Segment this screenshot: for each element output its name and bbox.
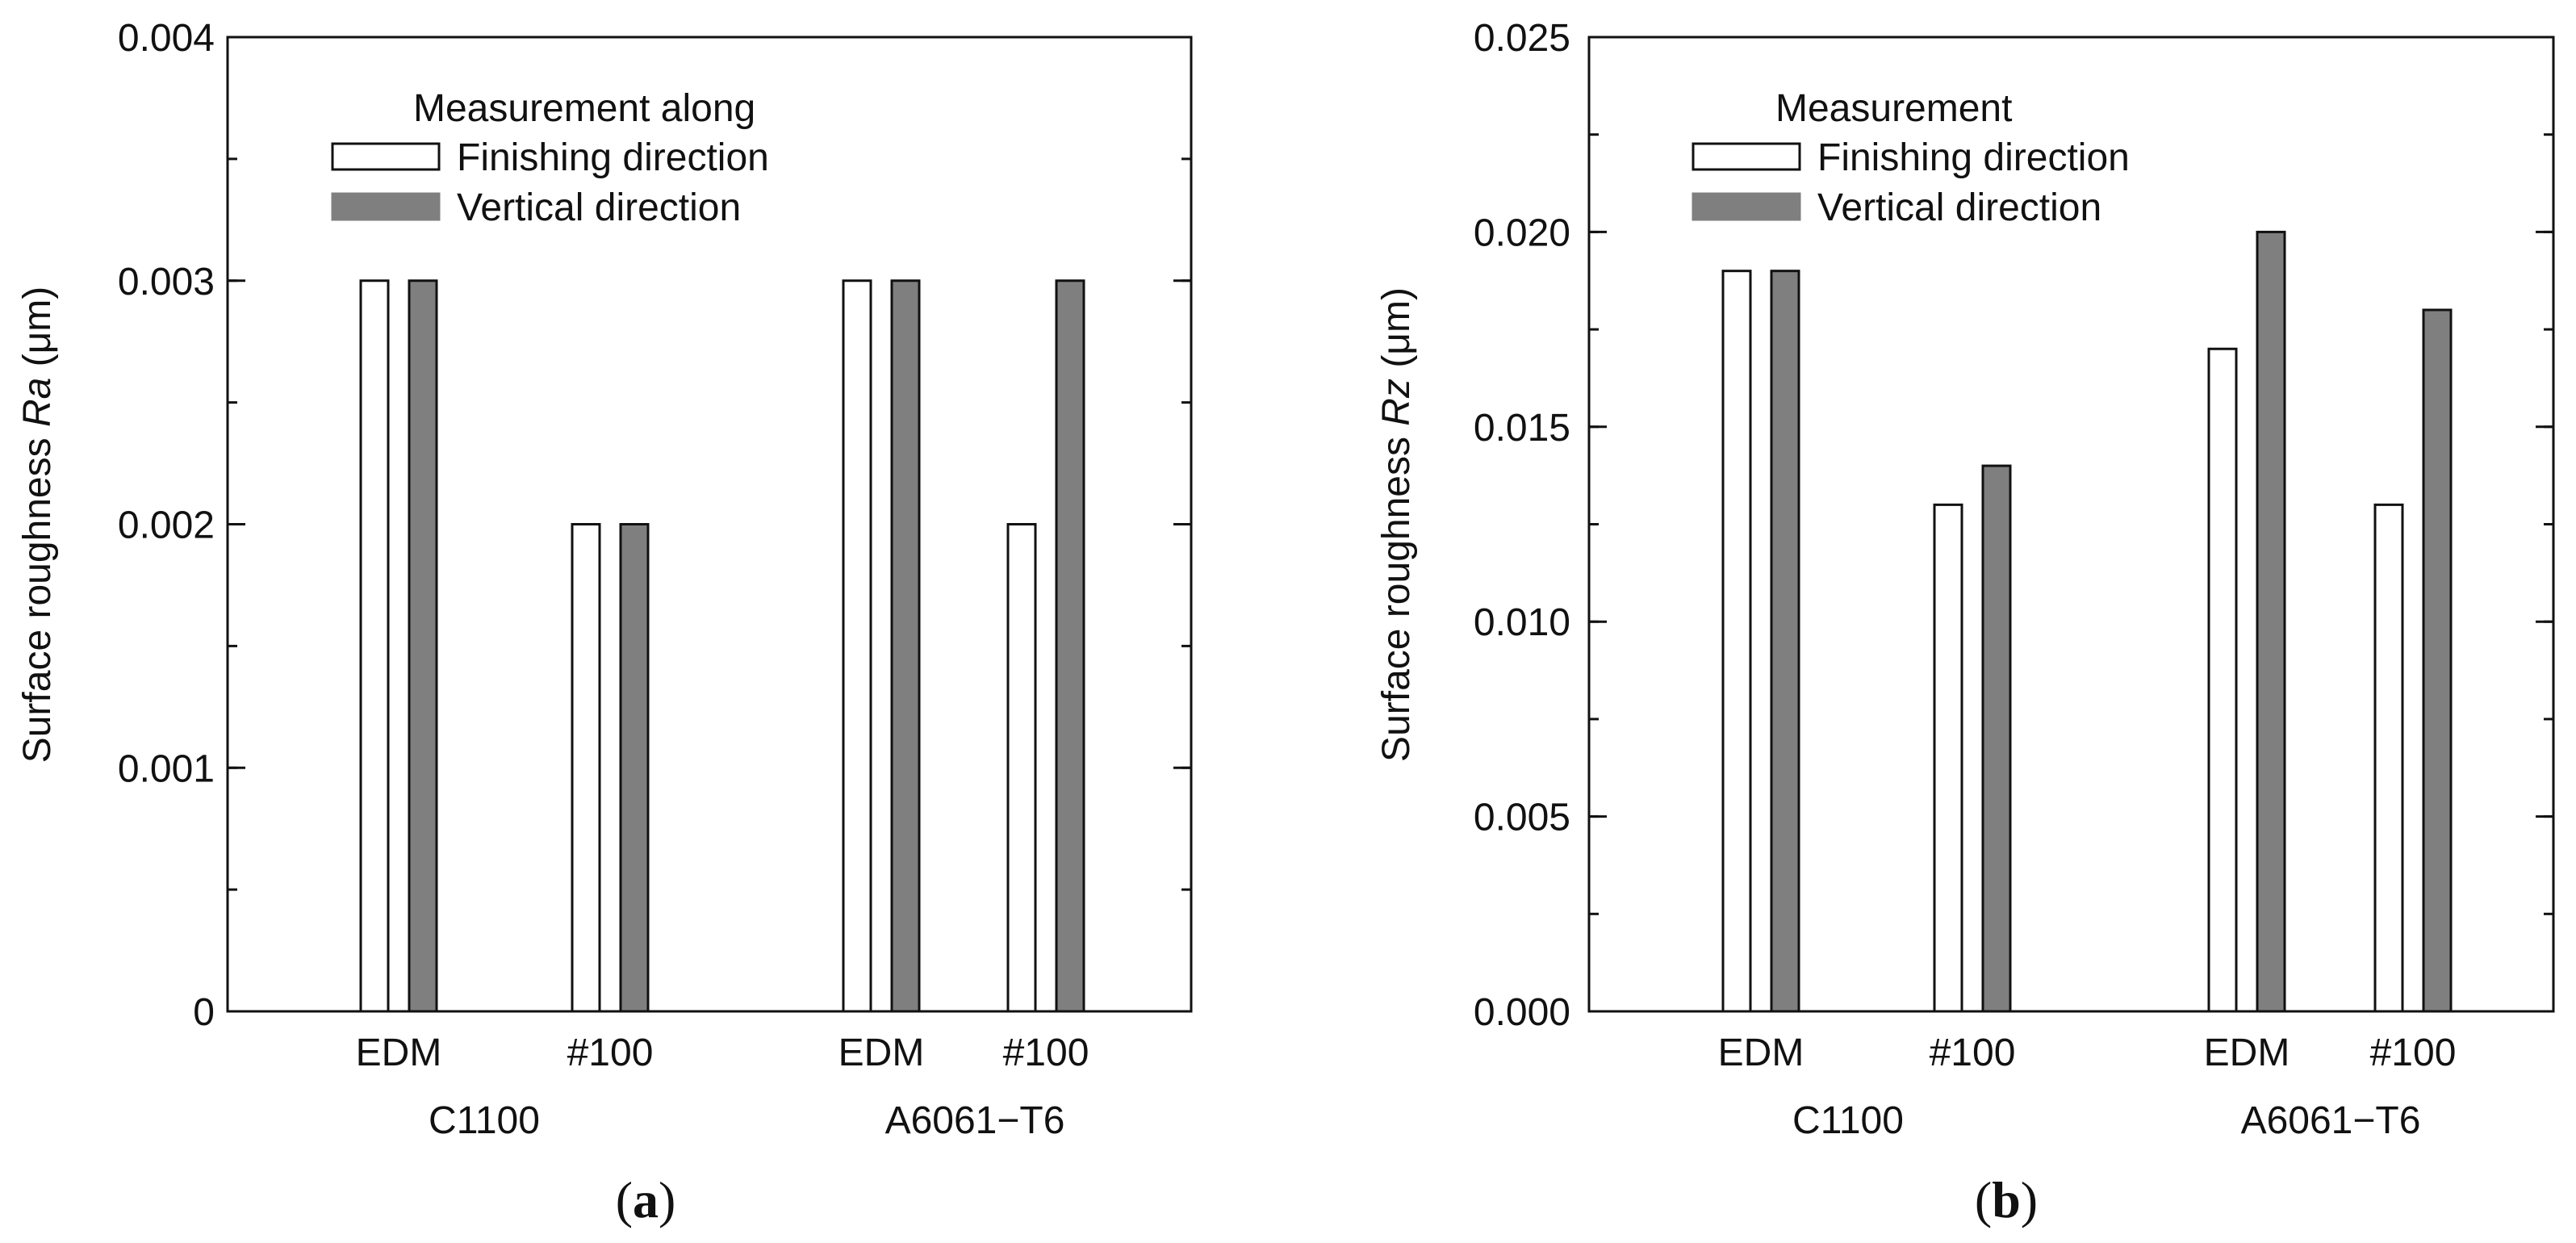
chart-panel-b: 0.000 0.005 0.010 0.015 0.020 0.025 Surface ro… (1375, 17, 2555, 1228)
y-tick-label: 0.000 (1474, 991, 1570, 1034)
y-tick-label: 0.003 (118, 261, 215, 303)
y-axis-title: Surface roughness Rz (μm) (1375, 287, 1418, 762)
x-group-label: A6061−T6 (885, 1099, 1065, 1142)
panel-label-close-paren: ) (659, 1171, 675, 1228)
y-tick-label: 0.020 (1474, 211, 1570, 254)
bar-finishing (2373, 503, 2404, 1013)
x-group-label: C1100 (1792, 1099, 1904, 1142)
bar-vertical (1981, 464, 2012, 1013)
chart-panel-a: 0 0.001 0.002 0.003 0.004 Surface roughness R… (16, 17, 1193, 1228)
y-tick-label: 0.004 (118, 17, 215, 60)
y-axis-title-unit: (μm) (1375, 287, 1418, 379)
y-axis-title: Surface roughness Ra (μm) (16, 287, 59, 764)
y-tick-label: 0.005 (1474, 797, 1570, 839)
bar-finishing (1006, 523, 1037, 1013)
panel-label-letter: b (1992, 1171, 2021, 1228)
bar-vertical (2422, 308, 2453, 1013)
panel-label-close-paren: ) (2021, 1171, 2038, 1228)
bar-vertical (2256, 230, 2286, 1013)
bar-vertical (408, 279, 438, 1013)
y-tick-label: 0.015 (1474, 407, 1570, 450)
y-axis-title-unit: (μm) (16, 287, 59, 378)
panel-label-open-paren: ( (616, 1171, 633, 1228)
legend-swatch-finishing (1692, 142, 1801, 171)
panel-label: (a) (616, 1171, 676, 1228)
legend-label: Finishing direction (457, 136, 769, 179)
bar-finishing (1721, 270, 1752, 1013)
bar-vertical (1770, 270, 1800, 1013)
bar-finishing (842, 279, 872, 1013)
x-group-label: A6061−T6 (2241, 1099, 2421, 1142)
x-group-label: C1100 (429, 1099, 540, 1142)
legend-label: Vertical direction (457, 186, 741, 229)
y-tick-label: 0.010 (1474, 601, 1570, 644)
y-tick-label: 0 (193, 991, 215, 1034)
y-axis-title-symbol: Rz (1375, 379, 1418, 426)
y-tick-label: 0.025 (1474, 17, 1570, 60)
legend-swatch-finishing (331, 142, 441, 171)
x-category-label: EDM (2204, 1032, 2290, 1074)
x-category-label: EDM (356, 1032, 442, 1074)
bar-finishing (2207, 347, 2238, 1013)
y-axis-title-prefix: Surface roughness (1375, 426, 1418, 762)
legend-swatch-vertical (331, 192, 441, 221)
bar-finishing (359, 279, 390, 1013)
legend-title: Measurement (1775, 87, 2012, 130)
y-axis-title-symbol: Ra (16, 378, 59, 427)
x-category-label: EDM (838, 1032, 925, 1074)
bar-finishing (571, 523, 601, 1013)
y-tick-label: 0.002 (118, 504, 215, 547)
bar-vertical (619, 523, 650, 1013)
x-category-label: EDM (1718, 1032, 1804, 1074)
y-tick-label: 0.001 (118, 747, 215, 790)
x-category-label: #100 (1930, 1032, 2016, 1074)
bar-finishing (1933, 503, 1963, 1013)
x-category-label: #100 (1003, 1032, 1089, 1074)
panel-label: (b) (1975, 1171, 2038, 1228)
y-axis-title-prefix: Surface roughness (16, 427, 59, 763)
x-category-label: #100 (567, 1032, 654, 1074)
legend-title: Measurement along (413, 87, 755, 130)
legend-swatch-vertical (1692, 192, 1801, 221)
legend-label: Finishing direction (1817, 136, 2130, 179)
legend-label: Vertical direction (1817, 186, 2101, 229)
bar-vertical (1055, 279, 1085, 1013)
panel-label-letter: a (633, 1171, 659, 1228)
x-category-label: #100 (2370, 1032, 2457, 1074)
bar-vertical (890, 279, 921, 1013)
panel-label-open-paren: ( (1975, 1171, 1992, 1228)
